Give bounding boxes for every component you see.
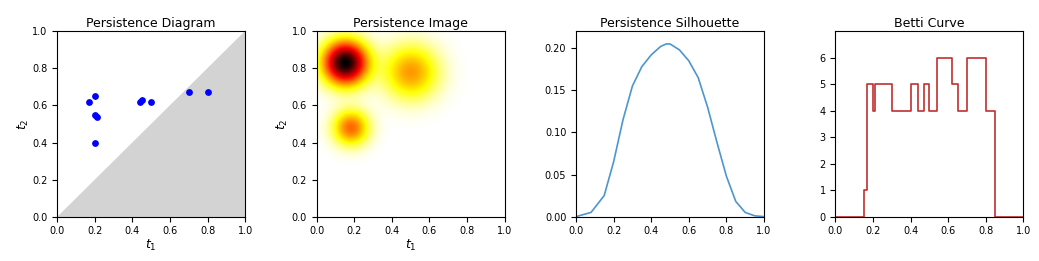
Y-axis label: $t_2$: $t_2$ (275, 118, 290, 130)
Point (81, 100, 98, 104)
Title: Persistence Diagram: Persistence Diagram (86, 17, 216, 30)
Title: Persistence Image: Persistence Image (353, 17, 468, 30)
X-axis label: $t_1$: $t_1$ (145, 238, 157, 253)
Point (86, 113, 103, 117)
Point (132, 100, 149, 104)
Point (88, 115, 105, 119)
Y-axis label: $t_2$: $t_2$ (16, 118, 31, 130)
Point (199, 90, 216, 94)
Point (133, 98, 150, 102)
Title: Betti Curve: Betti Curve (895, 17, 964, 30)
Title: Persistence Silhouette: Persistence Silhouette (601, 17, 740, 30)
Point (181, 90, 197, 94)
Point (86, 140, 103, 145)
Point (86, 94, 103, 98)
Polygon shape (57, 31, 245, 217)
Point (142, 100, 159, 104)
X-axis label: $t_1$: $t_1$ (405, 238, 417, 253)
